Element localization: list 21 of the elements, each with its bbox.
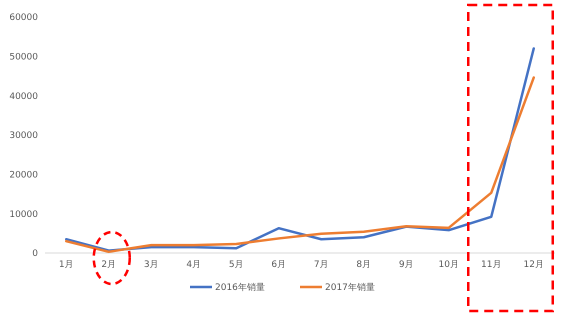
y-tick-label: 60000	[9, 13, 38, 24]
y-tick-label: 40000	[9, 92, 38, 102]
y-tick-label: 30000	[9, 131, 38, 142]
x-tick-label: 6月	[271, 260, 286, 270]
x-tick-label: 5月	[228, 260, 244, 270]
y-tick-label: 20000	[9, 170, 38, 180]
legend-label: 2017年销量	[325, 282, 375, 294]
x-tick-label: 4月	[186, 260, 202, 270]
x-tick-label: 9月	[398, 260, 414, 270]
x-tick-label: 12月	[524, 260, 544, 270]
x-tick-label: 10月	[438, 260, 459, 270]
x-tick-label: 7月	[314, 260, 329, 270]
y-tick-label: 10000	[9, 210, 38, 220]
x-tick-label: 11月	[481, 260, 502, 270]
x-tick-label: 2月	[101, 260, 116, 270]
x-tick-label: 3月	[144, 260, 159, 270]
x-tick-label: 1月	[58, 260, 74, 270]
legend-label: 2016年销量	[215, 282, 265, 294]
x-tick-label: 8月	[356, 260, 372, 270]
y-tick-label: 0	[32, 249, 38, 260]
y-tick-label: 50000	[9, 52, 38, 62]
